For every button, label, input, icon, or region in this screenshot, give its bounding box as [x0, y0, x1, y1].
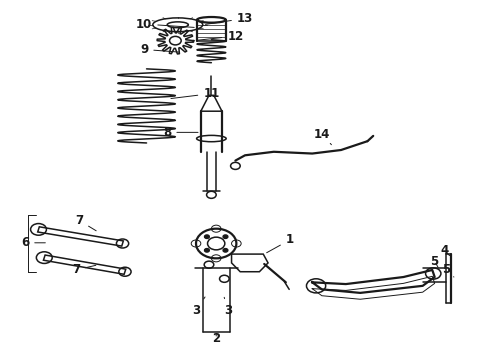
Circle shape	[204, 235, 209, 238]
Text: 4: 4	[441, 244, 449, 257]
Circle shape	[204, 248, 209, 252]
Text: 7: 7	[72, 264, 96, 276]
Text: 2: 2	[212, 332, 220, 345]
Circle shape	[223, 248, 228, 252]
Text: 1: 1	[267, 234, 294, 253]
Text: 10: 10	[136, 18, 194, 31]
Text: 11: 11	[171, 87, 220, 100]
Text: 8: 8	[163, 126, 198, 139]
Text: 6: 6	[21, 236, 46, 249]
Text: 3: 3	[224, 297, 232, 317]
Text: 5: 5	[442, 264, 454, 277]
Text: 12: 12	[196, 30, 244, 42]
Text: 9: 9	[140, 43, 179, 56]
Text: 14: 14	[314, 128, 331, 145]
Text: 7: 7	[75, 214, 96, 231]
Text: 5: 5	[431, 255, 439, 267]
Text: 13: 13	[205, 12, 253, 25]
Text: 3: 3	[192, 297, 205, 317]
Circle shape	[223, 235, 228, 238]
